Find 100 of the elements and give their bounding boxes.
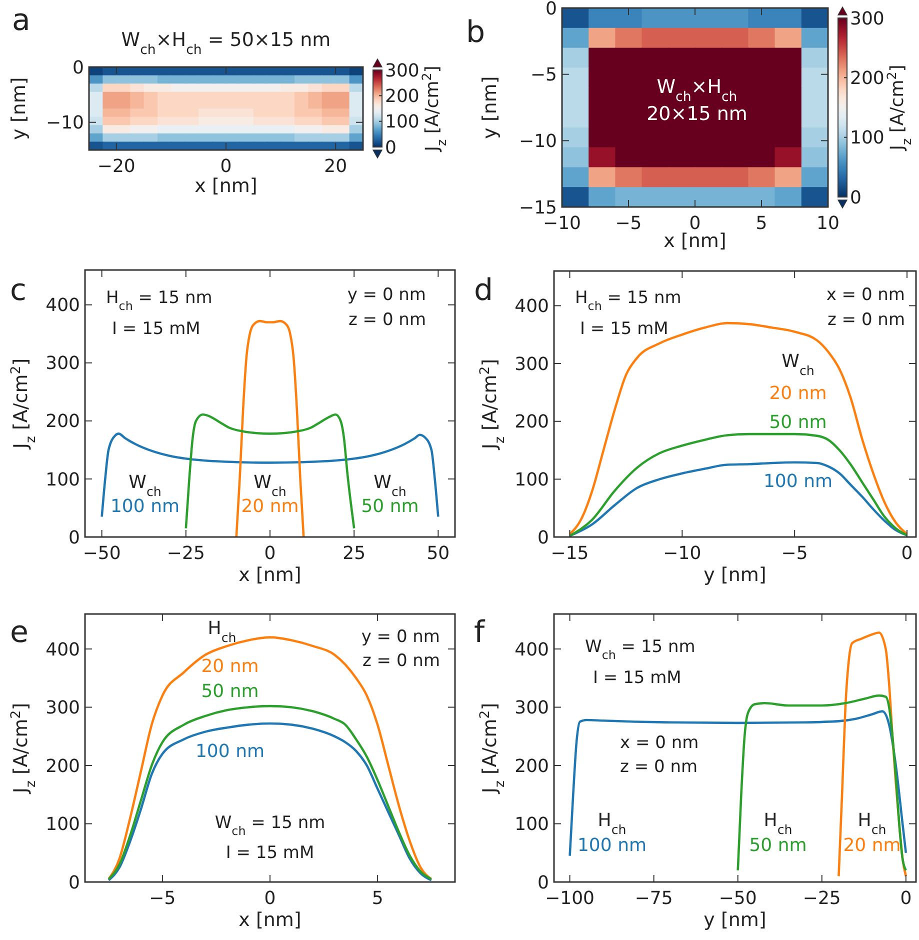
annotation: W$_{ch}$ = 15 nm — [214, 813, 326, 838]
x-tick-label: 10 — [816, 213, 840, 234]
legend-title: H$_{ch}$ — [208, 618, 236, 644]
series-label: 20 nm — [201, 656, 259, 677]
x-tick-label: −25 — [802, 888, 841, 909]
color-bar-label: 300 — [385, 60, 420, 82]
series-label: 100 nm — [110, 496, 180, 517]
text: c — [10, 273, 26, 308]
x-axis-title: y [nm] — [704, 909, 766, 931]
color-bar-label: 100 — [385, 112, 420, 133]
y-tick-label: 400 — [46, 639, 80, 660]
x-axis-title: x [nm] — [238, 564, 302, 586]
color-bar-label: 300 — [850, 8, 884, 30]
y-tick-label: 400 — [46, 295, 80, 316]
y-axis-title: y [nm] — [8, 77, 30, 140]
line-series — [235, 320, 305, 538]
series-label: 50 nm — [361, 496, 419, 517]
legend-title: H$_{ch}$ — [598, 810, 626, 836]
y-tick-label: 100 — [46, 469, 80, 490]
series-label: 50 nm — [749, 835, 807, 856]
text: H$_{ch}$ — [858, 810, 886, 836]
series-label: 100 nm — [195, 741, 265, 762]
line-series — [568, 710, 908, 857]
annotation: H$_{ch}$ = 15 nm — [575, 288, 682, 313]
x-tick-label: 0 — [220, 156, 232, 177]
y-axis-title: y [nm] — [479, 76, 501, 139]
annotation: y = 0 nm — [347, 285, 426, 305]
series-label: 20 nm — [769, 383, 827, 404]
x-tick-label: −20 — [97, 156, 136, 177]
series-label: 100 nm — [577, 835, 647, 856]
series-label: 50 nm — [201, 681, 259, 702]
y-tick-label: 200 — [46, 756, 80, 777]
x-axis-title: y [nm] — [704, 564, 766, 586]
y-tick-label: 400 — [514, 296, 549, 317]
x-tick-label: 0 — [264, 888, 276, 909]
x-tick-label: −10 — [663, 543, 702, 564]
y-tick-label: 300 — [514, 698, 549, 719]
color-bar-label: 200 — [385, 86, 420, 107]
y-tick-label: 100 — [514, 814, 549, 836]
y-tick-label: −5 — [530, 64, 557, 86]
y-tick-label: 300 — [46, 353, 80, 374]
line-series — [838, 631, 908, 878]
y-tick-label: 200 — [514, 412, 549, 433]
series-label: 20 nm — [843, 835, 901, 856]
annotation: I = 15 mM — [593, 668, 682, 688]
y-tick-label: 0 — [72, 57, 84, 78]
annotation: y = 0 nm — [361, 627, 440, 647]
text: W$_{ch}$ — [254, 472, 286, 498]
text: H$_{ch}$ — [764, 810, 792, 836]
y-tick-label: −10 — [46, 112, 84, 134]
x-tick-label: −50 — [718, 888, 757, 909]
x-tick-label: −15 — [550, 543, 589, 564]
x-tick-label: 5 — [372, 888, 384, 909]
color-bar-label: 0 — [385, 137, 396, 158]
y-tick-label: −10 — [519, 130, 557, 152]
y-tick-label: 0 — [68, 872, 80, 894]
x-tick-label: −75 — [634, 888, 673, 909]
text: W$_{ch}$ — [374, 472, 406, 498]
annotation: z = 0 nm — [362, 651, 440, 671]
annotation: I = 15 mM — [112, 319, 200, 339]
line-series — [736, 694, 908, 872]
y-tick-label: 0 — [68, 527, 80, 548]
y-tick-label: 200 — [514, 756, 549, 777]
x-tick-label: 50 — [426, 543, 450, 564]
annotation: I = 15 mM — [580, 319, 668, 339]
annotation: W$_{ch}$×H$_{ch}$ — [656, 76, 738, 104]
annotation: x = 0 nm — [620, 733, 699, 753]
y-tick-label: 0 — [538, 527, 549, 548]
y-tick-label: 100 — [46, 814, 80, 836]
x-axis-title: x [nm] — [238, 909, 302, 931]
series-label: 100 nm — [763, 471, 833, 492]
x-tick-label: 25 — [342, 543, 366, 564]
text: f — [474, 615, 486, 650]
annotation: I = 15 mM — [226, 843, 314, 863]
x-tick-label: −25 — [166, 543, 205, 564]
line-series — [568, 432, 908, 537]
x-tick-label: 20 — [324, 156, 348, 177]
text: a — [12, 3, 30, 38]
chart-title: W$_{ch}$×H$_{ch}$ = 50×15 nm — [121, 29, 331, 58]
x-axis-title: x [nm] — [194, 175, 258, 197]
line-series — [100, 432, 440, 518]
x-tick-label: 0 — [900, 888, 912, 909]
annotation: x = 0 nm — [826, 285, 905, 305]
annotation: z = 0 nm — [348, 310, 426, 330]
legend-title: W$_{ch}$ — [128, 472, 162, 498]
x-tick-label: 0 — [264, 543, 276, 564]
x-tick-label: −5 — [781, 543, 808, 564]
annotation: z = 0 nm — [620, 757, 698, 777]
text: b — [466, 15, 486, 50]
text: d — [474, 273, 494, 308]
annotation: 20×15 nm — [646, 103, 748, 125]
y-tick-label: 0 — [546, 0, 557, 20]
y-tick-label: 200 — [46, 411, 80, 432]
y-tick-label: 400 — [514, 639, 549, 660]
text: e — [10, 615, 28, 650]
x-tick-label: 0 — [901, 543, 913, 564]
x-tick-label: 5 — [756, 213, 768, 234]
annotation: z = 0 nm — [827, 310, 905, 330]
y-tick-label: 300 — [514, 354, 549, 375]
color-bar-label: 100 — [850, 128, 884, 149]
